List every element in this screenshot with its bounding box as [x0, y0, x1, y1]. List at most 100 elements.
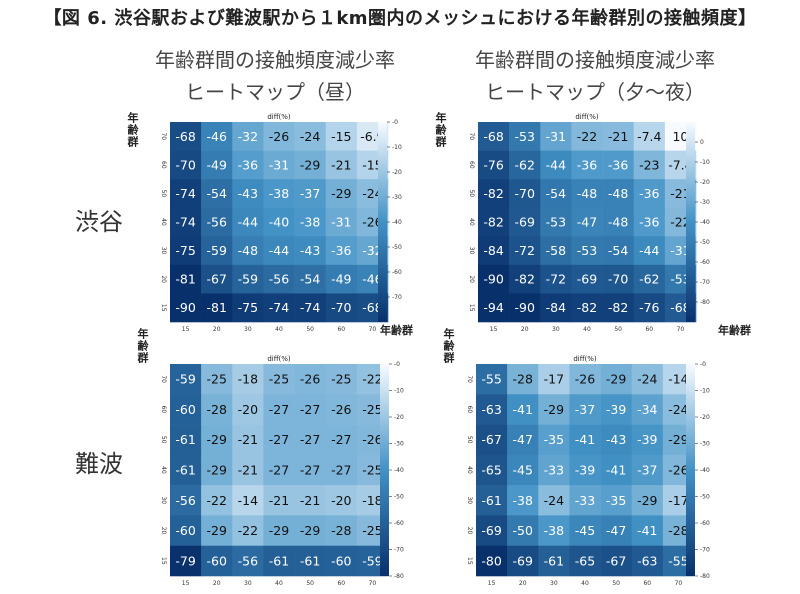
- cell-value-label: -82: [577, 300, 597, 315]
- colorbar-tick-label: -60: [394, 520, 404, 527]
- cell-value-label: -61: [175, 463, 195, 478]
- colorbar-tick-label: -0: [394, 361, 400, 368]
- colorbar-tick-label: -60: [700, 259, 710, 266]
- colorbar-tick-label: -40: [392, 219, 402, 226]
- colorbar-tick-label: -10: [394, 388, 404, 395]
- cell-value-label: -45: [575, 523, 595, 538]
- heatmap-cell: [631, 364, 664, 395]
- heatmap-shibuya-day: diff(%)-68 -46 -32 -26 -24 -15 -6.9-70 -49 -36 -3…: [160, 113, 402, 333]
- cell-value-label: -49: [331, 272, 351, 287]
- colorbar: [686, 364, 695, 576]
- heatmap-title: diff(%): [573, 355, 597, 363]
- cell-value-label: -76: [639, 300, 659, 315]
- cell-value-label: -27: [300, 402, 320, 417]
- cell-value-label: -65: [575, 553, 595, 568]
- cell-value-label: -46: [362, 272, 382, 287]
- heatmap-cell: [538, 454, 570, 486]
- cell-value-label: -21: [238, 463, 258, 478]
- heatmap-cell: [201, 207, 233, 237]
- heatmap-cell: [201, 545, 233, 577]
- heatmap-cell: [633, 122, 666, 151]
- cell-value-label: -29: [207, 523, 227, 538]
- heatmap-title: diff(%): [267, 113, 291, 121]
- cell-value-label: -38: [269, 186, 289, 201]
- ylabel-4: 年齢群: [442, 328, 455, 364]
- x-tick-label: 60: [643, 580, 651, 587]
- cell-value-label: -47: [513, 432, 533, 447]
- heatmap-cell: [478, 122, 510, 151]
- heatmap-cell: [170, 545, 202, 577]
- heatmap-cell: [631, 545, 664, 577]
- heatmap-cell: [170, 264, 202, 294]
- heatmap-cell: [631, 485, 664, 516]
- cell-value-label: -67: [207, 272, 227, 287]
- heatmap-cell: [201, 364, 233, 395]
- cell-value-label: -65: [481, 463, 501, 478]
- heatmap-cell: [294, 394, 327, 425]
- heatmap-cell: [232, 293, 264, 323]
- heatmap-cell: [478, 179, 510, 209]
- heatmap-cell: [478, 236, 510, 266]
- colorbar-tick-label: -30: [700, 441, 710, 448]
- heatmap-cell: [263, 293, 295, 323]
- cell-value-label: -29: [606, 372, 626, 387]
- heatmap-cell: [263, 394, 295, 425]
- ylabel-1: 年齢群: [126, 112, 139, 148]
- figure-title: 【図 6. 渋谷駅および難波駅から１km圏内のメッシュにおける年齢群別の接触頻度…: [43, 8, 757, 29]
- cell-value-label: -20: [238, 402, 258, 417]
- heatmap-cell: [170, 122, 202, 151]
- cell-value-label: -54: [207, 186, 227, 201]
- cell-value-label: -72: [546, 272, 566, 287]
- heatmap-cell: [633, 293, 666, 323]
- heatmap-cell: [170, 454, 202, 486]
- heatmap-cell: [232, 122, 264, 151]
- cell-value-label: -53: [670, 272, 690, 287]
- heatmap-cell: [600, 545, 633, 577]
- cell-value-label: -38: [513, 493, 533, 508]
- cell-value-label: -25: [207, 372, 227, 387]
- cell-value-label: -58: [546, 243, 566, 258]
- heatmap-cell: [232, 485, 264, 516]
- x-tick-label: 20: [213, 326, 221, 333]
- heatmap-cell: [294, 515, 327, 547]
- cell-value-label: -26: [331, 402, 351, 417]
- cell-value-label: -44: [269, 243, 289, 258]
- cell-value-label: -45: [513, 463, 533, 478]
- heatmap-cell: [509, 293, 541, 323]
- heatmap-cell: [263, 122, 295, 151]
- x-tick-label: 15: [490, 326, 498, 333]
- cell-value-label: -82: [483, 215, 503, 230]
- heatmap-cell: [540, 179, 572, 209]
- heatmap-cell: [263, 150, 295, 180]
- cell-value-label: -37: [300, 186, 320, 201]
- heatmap-cell: [571, 122, 603, 151]
- heatmap-cell: [571, 179, 603, 209]
- heatmap-cell: [633, 207, 666, 237]
- heatmap-cell: [294, 424, 327, 456]
- cell-value-label: -35: [606, 493, 626, 508]
- heatmap-cell: [201, 236, 233, 266]
- heatmap-cell: [294, 179, 327, 209]
- colorbar-tick-label: -10: [700, 388, 710, 395]
- cell-value-label: -82: [515, 272, 535, 287]
- heatmap-cell: [633, 264, 666, 294]
- colorbar-tick-label: -10: [392, 144, 402, 151]
- heatmap-cell: [294, 207, 327, 237]
- colorbar-tick-label: 0: [700, 139, 704, 146]
- heatmap-cell: [507, 364, 539, 395]
- cell-value-label: -24: [668, 402, 688, 417]
- cell-value-label: -38: [544, 523, 564, 538]
- cell-value-label: -31: [331, 215, 351, 230]
- cell-value-label: -29: [544, 402, 564, 417]
- cell-value-label: -24: [300, 129, 320, 144]
- cell-value-label: -24: [544, 493, 564, 508]
- cell-value-label: -25: [331, 372, 351, 387]
- cell-value-label: -26: [362, 432, 382, 447]
- heatmap-cell: [325, 150, 358, 180]
- heatmap-cell: [569, 545, 601, 577]
- colorbar-tick-label: -50: [700, 239, 710, 246]
- heatmap-cell: [294, 545, 327, 577]
- heatmap-cell: [263, 454, 295, 486]
- cell-value-label: -90: [175, 300, 195, 315]
- heatmap-cell: [540, 264, 572, 294]
